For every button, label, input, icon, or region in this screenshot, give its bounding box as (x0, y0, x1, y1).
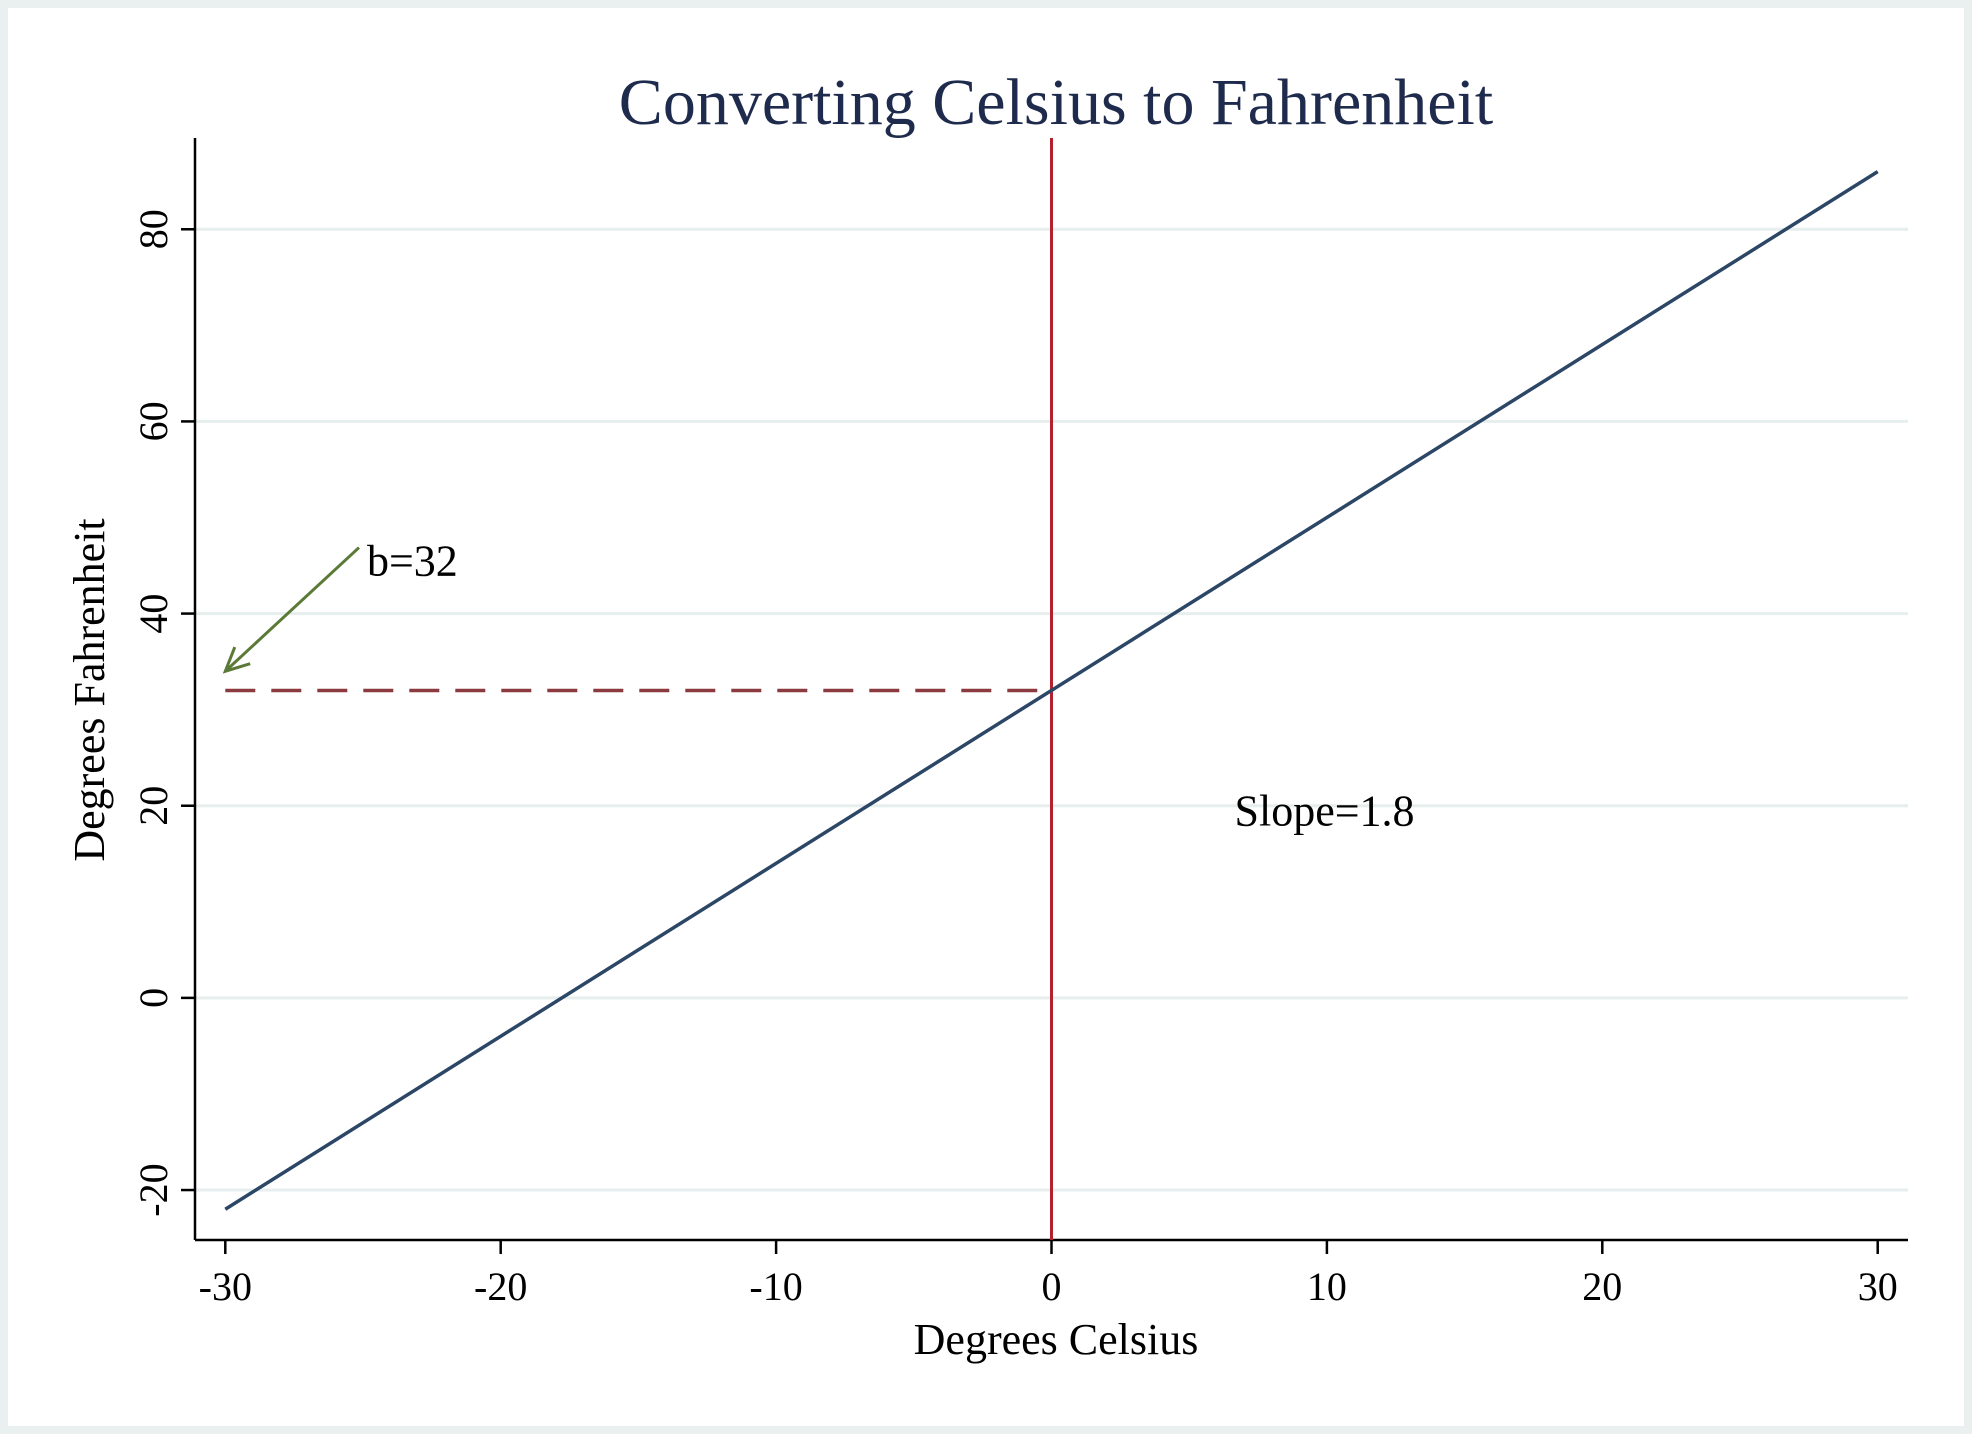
chart-svg: -30 -20 -10 0 10 20 30 -20 0 20 40 60 80 b=32 Slope=1… (65, 66, 1908, 1364)
y-axis-title: Degrees Fahrenheit (65, 518, 114, 861)
x-tick-label: 20 (1582, 1264, 1622, 1309)
marks-layer: b=32 Slope=1.8 (222, 138, 1879, 1240)
y-tick-label: -20 (131, 1163, 176, 1216)
chart-title: Converting Celsius to Fahrenheit (619, 66, 1493, 139)
y-tick-label: 0 (131, 988, 176, 1008)
y-tick-label: 60 (131, 401, 176, 441)
x-tick-label: 30 (1858, 1264, 1898, 1309)
y-tick-label: 80 (131, 209, 176, 249)
slope-annotation: Slope=1.8 (1235, 786, 1415, 835)
y-tick-label: 20 (131, 786, 176, 826)
x-tick-label: -20 (474, 1264, 527, 1309)
annotation-arrowhead (222, 646, 251, 674)
annotation-arrow (224, 546, 361, 673)
conversion-line (224, 170, 1879, 1211)
x-tick-label: 10 (1307, 1264, 1347, 1309)
x-tick-label: -30 (199, 1264, 252, 1309)
intercept-annotation: b=32 (367, 537, 458, 586)
x-axis-title: Degrees Celsius (914, 1315, 1199, 1364)
x-tick-label: -10 (749, 1264, 802, 1309)
x-tick-label: 0 (1042, 1264, 1062, 1309)
chart-container: -30 -20 -10 0 10 20 30 -20 0 20 40 60 80 b=32 Slope=1… (8, 8, 1964, 1426)
y-tick-label: 40 (131, 594, 176, 634)
axes-layer: -30 -20 -10 0 10 20 30 -20 0 20 40 60 80 (131, 138, 1908, 1309)
